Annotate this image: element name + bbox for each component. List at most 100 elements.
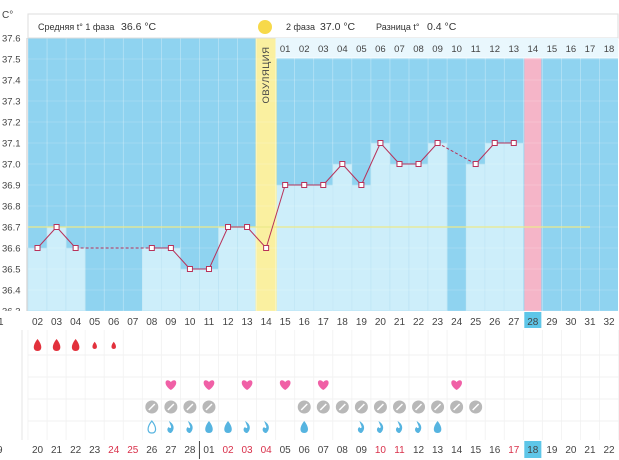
temp-point [72,245,79,251]
discharge-outline-icon [147,420,157,434]
temp-point [415,161,422,167]
pill-icon-stripe [357,403,365,411]
temp-point [186,266,193,272]
pill-icon-stripe [472,403,480,411]
cycle-day-axis: 1 02 03 04 05 06 07 08 09 10 11 12 13 14 15 16 17 18 19 20 2… [0,311,619,329]
temp-point [282,182,289,188]
pill-icon-stripe [148,403,156,411]
ovulation-column [255,14,277,311]
header-box [27,13,619,39]
temp-line-segment [265,184,286,249]
discharge-swirl-icon [357,421,365,433]
phase2-day-label: 18 [604,44,615,55]
y-tick-label: 36.9 [2,181,21,192]
phase2-day-label: 06 [375,44,386,55]
x-tick-label: 03 [51,317,63,328]
date-label: 21 [51,445,63,456]
date-label: 19 [546,445,558,456]
diff-label: Разница t° [376,22,420,32]
date-label: 22 [603,445,615,456]
y-tick-label: 36.5 [2,265,21,276]
y-tick-label: 37.4 [2,76,21,87]
x-tick-label: 19 [356,317,368,328]
y-tick-label: 37.6 [2,34,21,45]
date-label: 22 [70,445,82,456]
x-tick-label: 28 [527,317,539,328]
phase1-value: 36.6 °C [121,21,157,33]
pill-icon-stripe [186,403,194,411]
date-label: 14 [451,445,463,456]
temp-bar [408,163,429,312]
x-tick-partial: 1 [0,317,4,328]
temp-line-segment [208,226,229,270]
symptom-area-bg [0,330,619,440]
sun-icon [258,20,272,34]
x-tick-label: 05 [89,317,101,328]
temp-point [148,245,155,251]
temp-bar [65,247,86,312]
temp-line-segment [360,142,381,186]
y-tick-label: 37.1 [2,139,21,150]
blood-drop-icon [33,339,42,351]
date-axis: 9 20 21 22 23 24 25 26 27 28 01 02 03 04 05 06 07 08 09 10 1… [0,440,619,460]
phase2-value: 37.0 °C [320,21,356,33]
heart-icon [451,380,462,390]
blood-drop-icon [71,339,80,351]
date-label: 26 [146,445,158,456]
date-label: 05 [280,445,292,456]
y-tick-label: 36.4 [2,286,21,297]
x-tick-highlight [524,312,542,328]
y-tick-label: 37.0 [2,160,21,171]
heart-icon [203,380,215,390]
discharge-swirl-icon [376,421,384,433]
date-label: 20 [32,445,44,456]
date-label: 02 [222,445,234,456]
date-label: 20 [565,445,577,456]
phase2-day-label: 03 [318,44,329,55]
date-label: 06 [299,445,311,456]
pill-icon-stripe [338,403,346,411]
temp-point [53,224,60,230]
temp-line-segment [56,226,76,249]
temp-point [472,161,479,167]
blood-drop-icon [52,339,61,351]
x-tick-label: 20 [375,317,387,328]
pill-icon-stripe [376,403,384,411]
temp-point [434,140,441,146]
temp-point [396,161,403,167]
x-tick-label: 17 [318,317,330,328]
x-axis-bg [0,311,619,329]
temp-bar [142,247,162,312]
date-label: 28 [184,445,196,456]
temp-line-segment [475,142,496,165]
date-label: 13 [432,445,444,456]
phase2-day-row: 01 02 03 04 05 06 07 08 09 10 11 12 13 14 15 16 17 18 [275,38,618,59]
date-label: 25 [127,445,139,456]
temp-point [263,245,270,251]
heart-icon [241,380,253,390]
temp-line-segment [322,163,343,186]
temp-point [167,245,174,251]
ovulation-marker: ОВУЛЯЦИЯ [261,47,272,104]
date-highlight [524,441,542,458]
pill-icon-stripe [414,403,423,411]
x-tick-label: 27 [508,317,520,328]
x-tick-label: 14 [261,317,273,328]
phase2-day-label: 05 [356,44,367,55]
phase1-label: Средняя t° 1 фаза [38,22,114,32]
x-tick-label: 25 [470,317,482,328]
pill-icon-stripe [319,403,327,411]
phase2-day-label: 04 [337,44,348,55]
x-tick-label: 10 [184,317,196,328]
x-tick-label: 02 [32,317,44,328]
temp-bar [389,163,410,312]
temp-line-segment [170,247,191,270]
temp-bar [27,247,48,312]
date-label: 11 [394,445,405,456]
date-label: 21 [584,445,596,456]
x-tick-label: 07 [127,317,139,328]
temp-point [34,245,41,251]
date-label: 16 [489,445,501,456]
discharge-swirl-icon [167,421,174,433]
